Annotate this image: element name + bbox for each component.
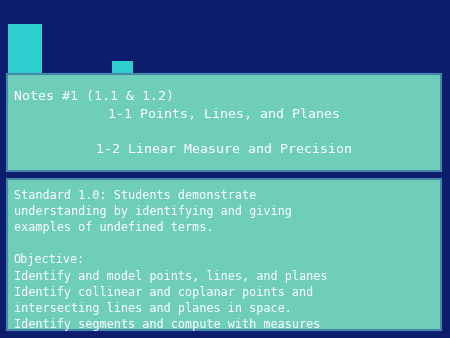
Bar [8,24,42,88]
Text: 1-2 Linear Measure and Precision: 1-2 Linear Measure and Precision [96,143,352,156]
Text: Notes #1 (1.1 & 1.2): Notes #1 (1.1 & 1.2) [14,90,174,102]
Bar [26,86,53,135]
Bar [89,94,104,120]
Bar [112,61,133,101]
Text: Objective:: Objective: [14,254,85,266]
Text: Identify segments and compute with measures: Identify segments and compute with measu… [14,318,320,331]
Bar [7,179,441,330]
Text: examples of undefined terms.: examples of undefined terms. [14,221,213,234]
Bar [67,78,76,96]
Text: understanding by identifying and giving: understanding by identifying and giving [14,205,292,218]
Text: 1-1 Points, Lines, and Planes: 1-1 Points, Lines, and Planes [108,108,340,121]
Text: Standard 1.0: Students demonstrate: Standard 1.0: Students demonstrate [14,189,256,201]
Bar [53,90,67,115]
Text: Identify and model points, lines, and planes: Identify and model points, lines, and pl… [14,270,327,283]
Text: Identify collinear and coplanar points and: Identify collinear and coplanar points a… [14,286,313,299]
Bar [7,74,441,171]
Text: intersecting lines and planes in space.: intersecting lines and planes in space. [14,302,292,315]
